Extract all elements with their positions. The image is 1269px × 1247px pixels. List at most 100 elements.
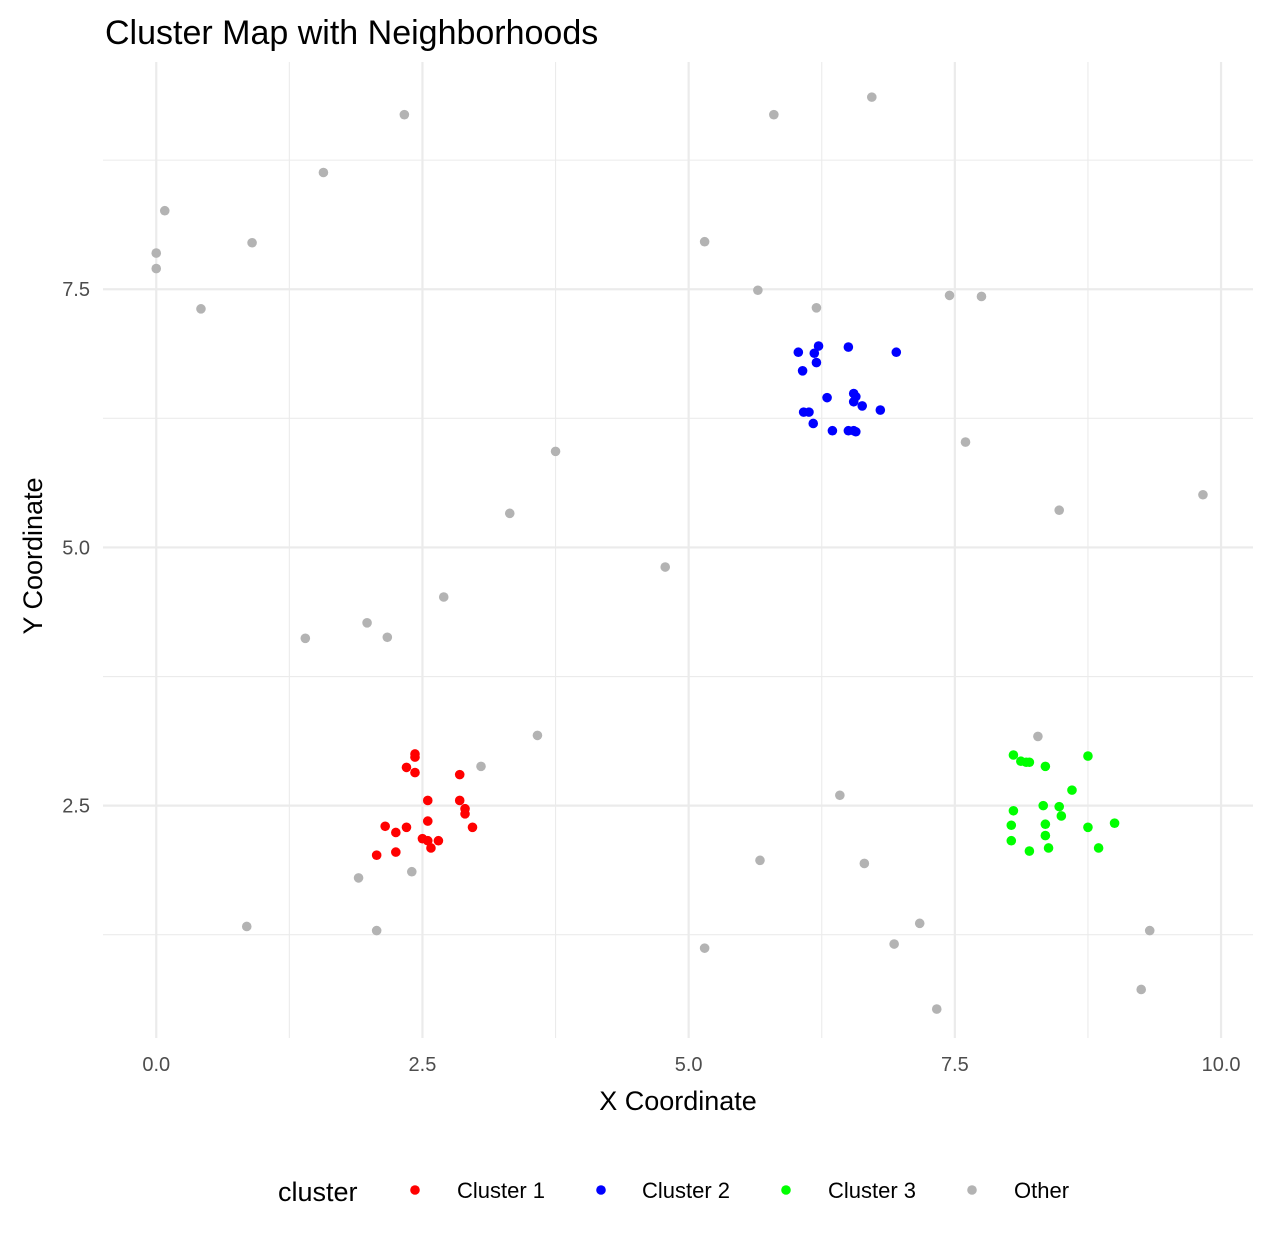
point-cluster-3 (1083, 751, 1093, 761)
x-tick-label: 10.0 (1202, 1054, 1241, 1076)
legend-label-cluster-3: Cluster 3 (828, 1178, 916, 1203)
point-cluster-3 (1008, 805, 1019, 816)
point-other (1033, 731, 1043, 742)
point-other (811, 303, 822, 313)
point-other (300, 633, 311, 644)
point-other (406, 866, 417, 877)
point-cluster-3 (1093, 843, 1104, 853)
point-cluster-3 (1109, 818, 1120, 828)
data-points (151, 92, 1208, 1014)
point-cluster-2 (804, 407, 814, 417)
point-cluster-1 (401, 822, 412, 833)
point-other (353, 873, 364, 883)
point-cluster-1 (454, 769, 465, 780)
x-tick-label: 5.0 (675, 1054, 703, 1076)
legend-key-cluster-1 (410, 1185, 420, 1195)
point-cluster-2 (822, 392, 832, 403)
point-other (960, 437, 971, 447)
point-other (159, 205, 170, 216)
point-cluster-1 (467, 822, 478, 833)
point-other (866, 92, 877, 102)
point-cluster-2 (793, 347, 804, 358)
y-tick-label: 5.0 (62, 537, 90, 559)
point-other (859, 858, 870, 869)
point-cluster-1 (454, 795, 465, 806)
point-cluster-3 (1040, 830, 1051, 841)
point-other (835, 790, 845, 801)
y-axis-tick-labels: 2.5 5.0 7.5 (62, 279, 90, 817)
point-cluster-3 (1067, 785, 1077, 795)
point-cluster-2 (797, 366, 808, 376)
point-cluster-2 (891, 347, 902, 358)
point-cluster-3 (1043, 843, 1054, 853)
grid-lines (103, 62, 1253, 1038)
point-cluster-1 (422, 795, 433, 806)
point-other (699, 236, 710, 247)
point-other (914, 918, 925, 929)
point-cluster-1 (410, 752, 420, 762)
y-tick-label: 7.5 (62, 279, 90, 301)
legend-label-other: Other (1014, 1178, 1069, 1203)
point-cluster-1 (371, 850, 382, 860)
point-other (382, 632, 393, 643)
point-other (699, 943, 710, 953)
point-cluster-2 (813, 341, 824, 351)
point-other (318, 167, 329, 178)
point-cluster-3 (1040, 819, 1051, 830)
point-other (1144, 925, 1155, 936)
point-cluster-3 (1054, 801, 1065, 812)
legend-key-other (967, 1185, 977, 1195)
point-other (944, 290, 955, 301)
legend-title: cluster (278, 1177, 358, 1207)
point-cluster-2 (808, 418, 819, 429)
x-tick-label: 0.0 (142, 1054, 170, 1076)
point-other (151, 248, 162, 258)
point-cluster-3 (1008, 750, 1019, 760)
point-other (371, 925, 382, 936)
chart-title: Cluster Map with Neighborhoods (105, 14, 598, 52)
point-other (1136, 984, 1146, 995)
point-other (362, 618, 372, 628)
point-other (889, 939, 899, 949)
point-cluster-1 (391, 827, 401, 838)
point-other (1054, 505, 1065, 516)
point-other (476, 761, 486, 772)
point-cluster-3 (1006, 835, 1017, 846)
x-tick-label: 7.5 (941, 1054, 969, 1076)
point-other (196, 304, 206, 314)
point-cluster-3 (1083, 822, 1093, 833)
point-cluster-3 (1024, 757, 1035, 768)
legend-key-cluster-2 (596, 1185, 606, 1195)
y-axis-title: Y Coordinate (18, 477, 48, 634)
point-cluster-3 (1006, 820, 1017, 831)
point-other (438, 592, 449, 602)
point-cluster-1 (422, 816, 433, 826)
point-other (976, 291, 987, 302)
point-other (550, 446, 561, 457)
point-cluster-3 (1040, 761, 1051, 772)
legend-label-cluster-1: Cluster 1 (457, 1178, 545, 1203)
point-cluster-2 (811, 357, 822, 368)
point-cluster-2 (827, 425, 838, 436)
point-other (504, 508, 515, 519)
point-other (247, 237, 257, 248)
point-other (399, 109, 410, 120)
point-cluster-1 (422, 835, 433, 846)
point-cluster-1 (410, 767, 420, 778)
plot-panel (103, 62, 1253, 1038)
point-cluster-1 (391, 847, 401, 857)
y-tick-label: 2.5 (62, 796, 90, 818)
point-other (532, 730, 543, 741)
point-cluster-1 (380, 821, 390, 832)
point-cluster-1 (460, 809, 470, 819)
x-axis-tick-labels: 0.0 2.5 5.0 7.5 10.0 (142, 1054, 1240, 1076)
legend: cluster Cluster 1 Cluster 2 Cluster 3 Other (278, 1177, 1069, 1207)
point-other (753, 285, 763, 296)
point-cluster-1 (426, 843, 436, 853)
legend-items: Cluster 1 Cluster 2 Cluster 3 Other (410, 1178, 1069, 1203)
point-other (151, 263, 162, 274)
point-cluster-1 (433, 835, 444, 846)
point-cluster-2 (875, 405, 886, 415)
point-other (769, 109, 779, 120)
point-cluster-2 (809, 348, 820, 359)
